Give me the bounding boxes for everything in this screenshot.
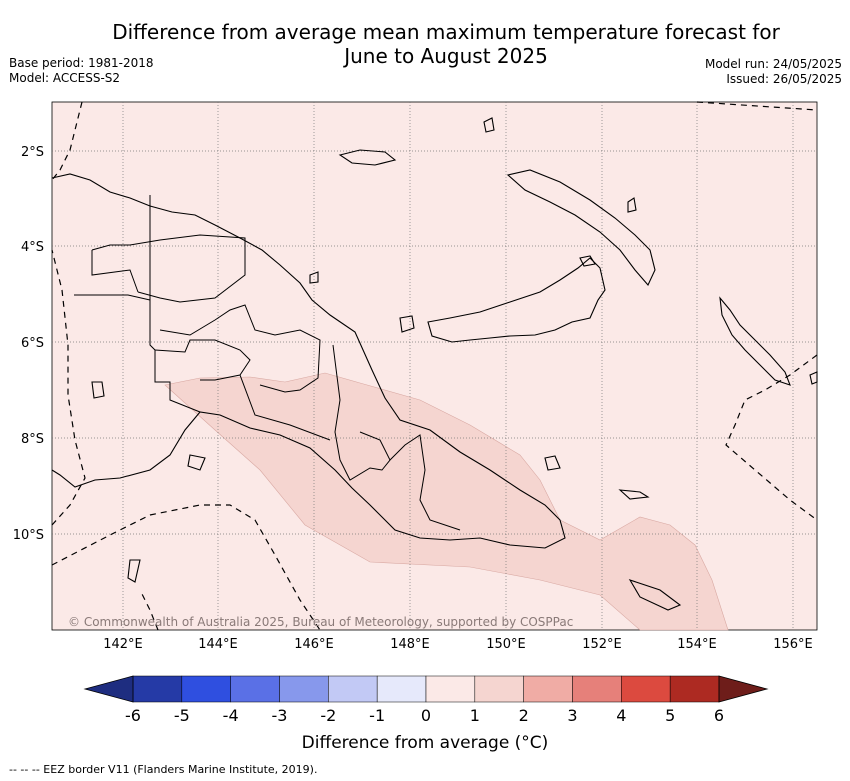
- colorbar-tick-label: -5: [173, 706, 190, 725]
- colorbar-segment: [474, 675, 524, 703]
- lon-label-154e: 154°E: [677, 637, 717, 652]
- eez-footnote: -- -- -- EEZ border V11 (Flanders Marine…: [9, 763, 318, 776]
- colorbar-tick-label: 1: [469, 706, 480, 725]
- model-name: Model: ACCESS-S2: [9, 71, 121, 85]
- lat-label-4s: 4°S: [21, 240, 44, 255]
- colorbar-segment: [230, 675, 280, 703]
- issued-date: Issued: 26/05/2025: [726, 72, 842, 86]
- colorbar-label: Difference from average (°C): [301, 733, 549, 753]
- colorbar-tick-label: -3: [271, 706, 288, 725]
- lat-label-2s: 2°S: [21, 145, 44, 160]
- colorbar-tick-label: -4: [222, 706, 239, 725]
- colorbar-segment: [328, 675, 378, 703]
- lat-label-8s: 8°S: [21, 432, 44, 447]
- title-line-2: June to August 2025: [344, 44, 548, 68]
- lon-label-148e: 148°E: [390, 637, 430, 652]
- lat-label-6s: 6°S: [21, 336, 44, 351]
- lon-label-146e: 146°E: [294, 637, 334, 652]
- colorbar: [83, 675, 769, 703]
- colorbar-tick-label: -1: [369, 706, 386, 725]
- colorbar-extend-low: [83, 675, 134, 703]
- title-line-1: Difference from average mean maximum tem…: [112, 20, 780, 44]
- meta-left: Base period: 1981-2018 Model: ACCESS-S2: [9, 56, 154, 86]
- map-title: Difference from average mean maximum tem…: [0, 20, 850, 68]
- colorbar-tick-label: 0: [420, 706, 432, 725]
- bougainville-coast: [719, 296, 791, 386]
- colorbar-tick-label: -6: [125, 706, 141, 725]
- colorbar-segment: [621, 675, 671, 703]
- colorbar-segment: [572, 675, 622, 703]
- eez-borders: [51, 101, 818, 631]
- colorbar-tick-label: 3: [567, 706, 578, 725]
- borders: [74, 195, 461, 531]
- colorbar-extend-high: [718, 675, 769, 703]
- new-britain-coast: [427, 257, 606, 343]
- colorbar-segment: [425, 675, 476, 703]
- copyright-text: © Commonwealth of Australia 2025, Bureau…: [68, 615, 573, 629]
- lon-label-156e: 156°E: [773, 637, 813, 652]
- new-ireland-coast: [506, 169, 656, 287]
- anomaly-region: [164, 372, 729, 631]
- new-guinea-coast: [51, 173, 566, 549]
- lon-label-144e: 144°E: [198, 637, 238, 652]
- colorbar-tick-label: 6: [713, 706, 725, 725]
- lat-label-10s: 10°S: [13, 528, 44, 543]
- manus-coast: [338, 149, 397, 166]
- indonesia-png-border: [149, 195, 201, 413]
- coastlines: [51, 117, 818, 611]
- colorbar-tick-label: -2: [320, 706, 337, 725]
- colorbar-segment: [181, 675, 231, 703]
- colorbar-tick-label: 5: [665, 706, 676, 725]
- colorbar-segment: [523, 675, 573, 703]
- colorbar-tick-label: 4: [616, 706, 627, 725]
- meta-right: Model run: 24/05/2025 Issued: 26/05/2025: [705, 57, 842, 87]
- lon-label-150e: 150°E: [486, 637, 526, 652]
- lon-label-152e: 152°E: [582, 637, 622, 652]
- graticule: [52, 102, 817, 630]
- colorbar-segment: [376, 675, 427, 703]
- colorbar-tick-label: 2: [518, 706, 529, 725]
- lon-label-142e: 142°E: [103, 637, 143, 652]
- model-run: Model run: 24/05/2025: [704, 57, 842, 71]
- colorbar-segment: [669, 675, 720, 703]
- base-period: Base period: 1981-2018: [9, 56, 154, 70]
- colorbar-segment: [132, 675, 183, 703]
- colorbar-segment: [279, 675, 329, 703]
